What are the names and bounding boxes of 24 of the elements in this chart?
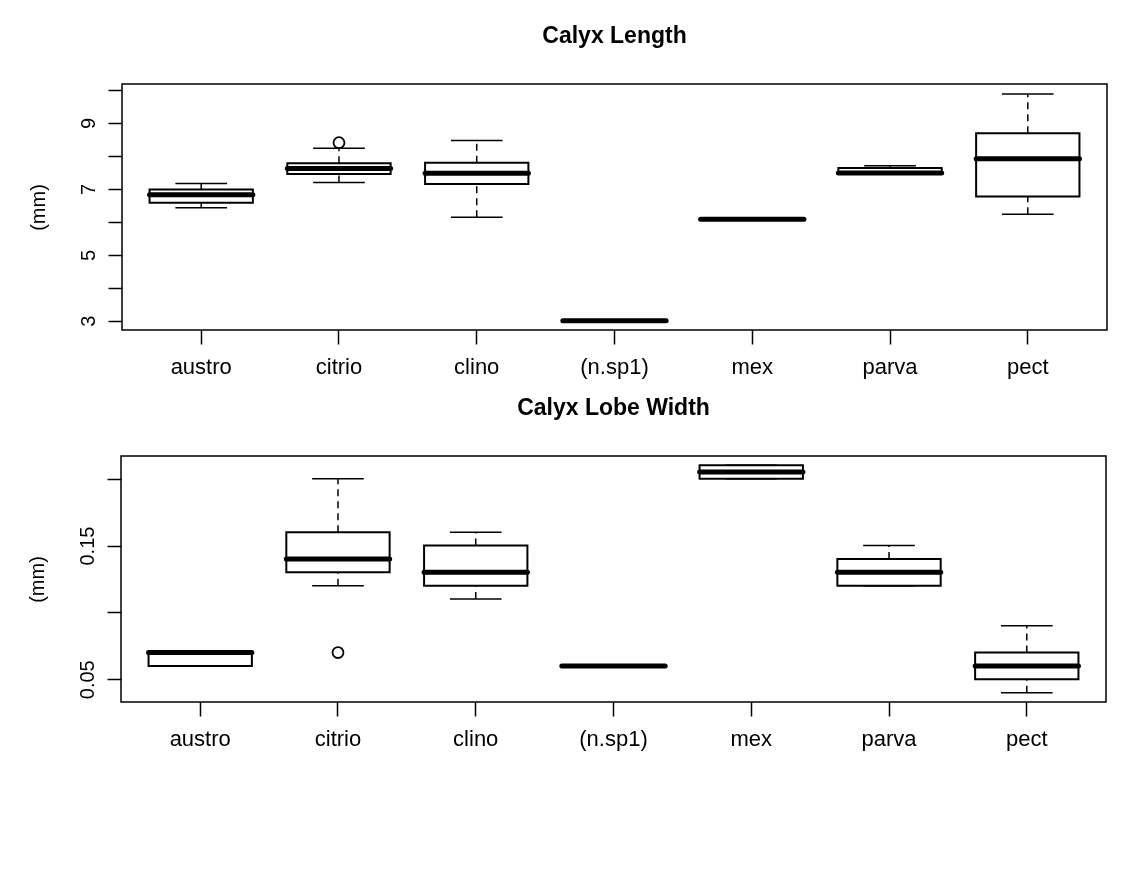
x-tick-label: parva <box>861 725 918 751</box>
y-axis-title: (mm) <box>25 556 48 603</box>
x-tick-label: mex <box>730 725 773 751</box>
x-tick-label: citrio <box>314 725 362 751</box>
y-tick-label: 5 <box>76 249 99 261</box>
x-tick-label: pect <box>1005 725 1048 751</box>
y-tick-label: 9 <box>76 117 99 129</box>
x-tick-label: (n.sp1) <box>580 353 649 379</box>
y-tick-label: 0.05 <box>75 660 98 700</box>
x-tick-label: clino <box>454 353 500 379</box>
x-tick-label: citrio <box>315 353 363 379</box>
y-tick-label: 3 <box>76 315 99 327</box>
x-tick-label: parva <box>862 353 919 379</box>
chart-title: Calyx Lobe Width <box>517 394 710 420</box>
x-tick-label: mex <box>731 353 774 379</box>
x-tick-label: clino <box>453 725 499 751</box>
y-axis-title: (mm) <box>26 184 49 231</box>
x-tick-label: pect <box>1006 353 1049 379</box>
y-tick-label: 0.15 <box>75 526 98 566</box>
y-tick-label: 7 <box>76 183 99 195</box>
x-tick-label: (n.sp1) <box>579 725 648 751</box>
x-tick-label: austro <box>169 725 231 751</box>
chart-title: Calyx Length <box>542 22 687 48</box>
x-tick-label: austro <box>170 353 232 379</box>
